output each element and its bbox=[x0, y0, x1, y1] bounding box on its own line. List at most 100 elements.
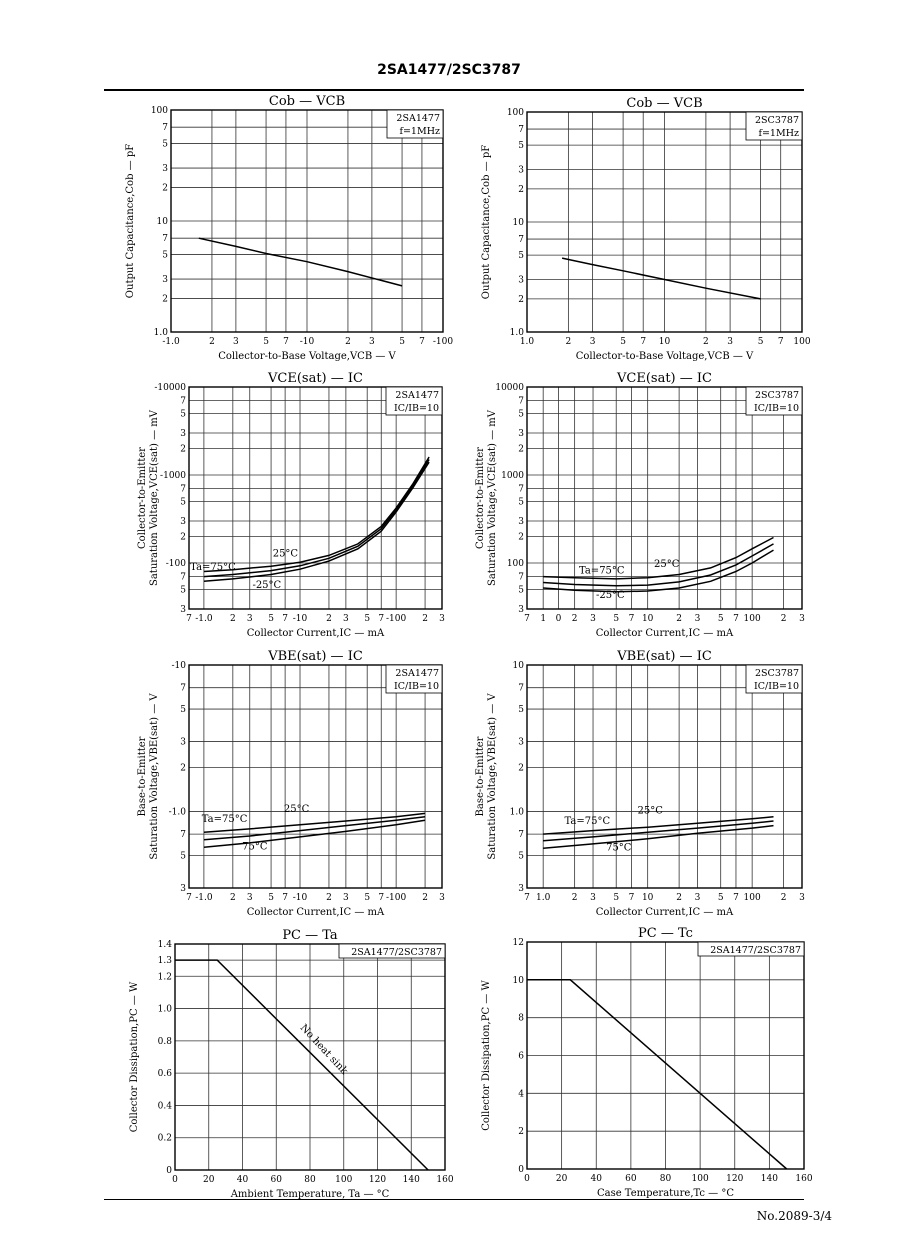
x-tick-label: 3 bbox=[343, 893, 349, 903]
x-tick-label: 1.0 bbox=[520, 337, 535, 347]
annotation-text: IC/IB=10 bbox=[394, 403, 439, 414]
y-tick-label: -1.0 bbox=[169, 807, 187, 817]
y-tick-label: 5 bbox=[518, 141, 524, 151]
plot-frame bbox=[526, 111, 803, 333]
x-tick-label: 5 bbox=[399, 337, 405, 347]
annotation-box bbox=[697, 941, 805, 957]
x-tick-label: 60 bbox=[625, 1174, 637, 1184]
x-tick-label: 5 bbox=[718, 893, 724, 903]
x-tick-label: 2 bbox=[230, 614, 236, 624]
x-tick-label: 3 bbox=[695, 614, 701, 624]
series-line-2 bbox=[203, 461, 430, 583]
x-tick-label: 40 bbox=[591, 1174, 603, 1184]
annotation-box bbox=[386, 109, 444, 139]
x-axis-label: Collector Current,IC — mA bbox=[247, 907, 385, 918]
x-tick-label: 3 bbox=[799, 614, 805, 624]
y-tick-label: 1.0 bbox=[158, 1005, 173, 1015]
x-tick-label: 5 bbox=[718, 614, 724, 624]
annotation-box bbox=[745, 111, 803, 141]
series-line-0 bbox=[561, 257, 761, 300]
y-tick-label: -10000 bbox=[154, 383, 186, 393]
y-tick-label: 5 bbox=[518, 497, 524, 507]
plot-frame bbox=[526, 386, 803, 610]
x-tick-label: 7 bbox=[733, 614, 739, 624]
plot-frame bbox=[174, 943, 446, 1171]
x-tick-label: 100 bbox=[335, 1175, 352, 1185]
chart-vcesat-2sc3787: 7 1 0 2 3 5 7 10 2 3 5 7 100 2 33571002357100023571000… bbox=[475, 371, 805, 639]
x-tick-label: 10 bbox=[659, 337, 671, 347]
y-tick-label: 0.8 bbox=[158, 1037, 173, 1047]
chart-cob-2sc3787: 1.0 2 3 5 7 10 2 3 5 7 100 1.0 2 3 5 7 10 2 3 5 7 100 Cob — VC… bbox=[481, 96, 811, 362]
chart-cob-2sa1477: -1.0 2 3 5 7 -10 2 3 5 7 -100 1.0 2 3 5 7 10 2 3 5 7 100 Cob —… bbox=[125, 94, 453, 362]
x-tick-label: 7 bbox=[640, 337, 646, 347]
curve-label: 25°C bbox=[654, 559, 680, 570]
y-axis-label: Saturation Voltage,VCE(sat) — mV bbox=[149, 409, 160, 586]
x-tick-label: 5 bbox=[613, 614, 619, 624]
y-tick-label: 7 bbox=[518, 235, 524, 245]
y-tick-label: 100 bbox=[507, 559, 524, 569]
y-tick-label: 6 bbox=[518, 1052, 524, 1062]
annotation-text: f=1MHz bbox=[758, 128, 799, 139]
y-tick-label: 100 bbox=[507, 108, 524, 118]
series-line-0 bbox=[175, 959, 429, 1171]
y-tick-label: 3 bbox=[518, 738, 524, 748]
chart-vbesat-2sc3787: 7 1.0 2 3 5 7 10 2 3 5 7 100 2 33571.0235710VBE(sat) … bbox=[475, 649, 805, 918]
x-tick-label: 7 bbox=[282, 614, 288, 624]
x-tick-label: 2 bbox=[566, 337, 572, 347]
x-tick-label: 2 bbox=[703, 337, 709, 347]
y-tick-label: -1000 bbox=[160, 471, 186, 481]
y-tick-label: 0.4 bbox=[158, 1101, 173, 1111]
y-tick-label: 0 bbox=[518, 1165, 524, 1175]
x-tick-label: -100 bbox=[433, 337, 453, 347]
y-tick-label: 2 bbox=[162, 295, 168, 305]
x-tick-label: 0 bbox=[172, 1175, 178, 1185]
x-tick-label: 5 bbox=[758, 337, 764, 347]
y-tick-label: 2 bbox=[162, 184, 168, 194]
y-tick-label: 7 bbox=[162, 123, 168, 133]
x-tick-label: 7 bbox=[378, 893, 384, 903]
chart-vcesat-2sa1477: 7 -1.0 2 3 5 7 -10 2 3 5 7 -100 2 3357-1002357-100023… bbox=[137, 371, 445, 639]
y-tick-label: 2 bbox=[518, 533, 524, 543]
x-tick-label: 2 bbox=[781, 614, 787, 624]
x-tick-label: 7 bbox=[419, 337, 425, 347]
annotation-text: IC/IB=10 bbox=[394, 681, 439, 692]
y-tick-label: 3 bbox=[518, 166, 524, 176]
y-tick-label: 2 bbox=[180, 445, 186, 455]
x-tick-label: 140 bbox=[403, 1175, 420, 1185]
x-axis-label: Collector-to-Base Voltage,VCB — V bbox=[218, 351, 396, 362]
annotation-box bbox=[745, 664, 803, 694]
y-tick-label: 3 bbox=[518, 276, 524, 286]
series-line-2 bbox=[543, 824, 774, 850]
y-tick-label: 1.2 bbox=[158, 972, 172, 982]
y-tick-label: 5 bbox=[162, 139, 168, 149]
y-tick-label: 3 bbox=[518, 605, 524, 615]
y-tick-label: 3 bbox=[162, 164, 168, 174]
y-tick-label: 3 bbox=[518, 884, 524, 894]
y-axis-label: Collector Dissipation,PC — W bbox=[481, 980, 492, 1131]
y-tick-label: 8 bbox=[518, 1014, 524, 1024]
y-tick-label: 5 bbox=[180, 705, 186, 715]
curve-label: 75°C bbox=[242, 841, 268, 852]
y-tick-label: 3 bbox=[180, 738, 186, 748]
y-axis-label: Collector Dissipation,PC — W bbox=[129, 981, 140, 1132]
x-axis-label: Case Temperature,Tc — °C bbox=[597, 1188, 734, 1199]
annotation-text: 2SC3787 bbox=[755, 115, 799, 126]
plot-frame bbox=[188, 664, 443, 889]
y-axis-label: Saturation Voltage,VBE(sat) — V bbox=[487, 693, 498, 860]
x-tick-label: 5 bbox=[613, 893, 619, 903]
y-tick-label: 7 bbox=[518, 125, 524, 135]
x-tick-label: 5 bbox=[268, 893, 274, 903]
y-tick-label: 1.0 bbox=[154, 328, 169, 338]
chart-title: PC — Tc bbox=[638, 926, 693, 941]
x-tick-label: 120 bbox=[369, 1175, 386, 1185]
x-tick-label: 7 bbox=[778, 337, 784, 347]
y-tick-label: 7 bbox=[518, 485, 524, 495]
y-tick-label: 1.3 bbox=[158, 956, 173, 966]
x-tick-label: 3 bbox=[727, 337, 733, 347]
y-tick-label: 10 bbox=[157, 217, 169, 227]
y-tick-label: 10 bbox=[513, 976, 525, 986]
y-tick-label: 3 bbox=[180, 429, 186, 439]
series-line-2 bbox=[543, 549, 774, 593]
y-tick-label: 3 bbox=[180, 517, 186, 527]
y-tick-label: 0.2 bbox=[158, 1134, 172, 1144]
